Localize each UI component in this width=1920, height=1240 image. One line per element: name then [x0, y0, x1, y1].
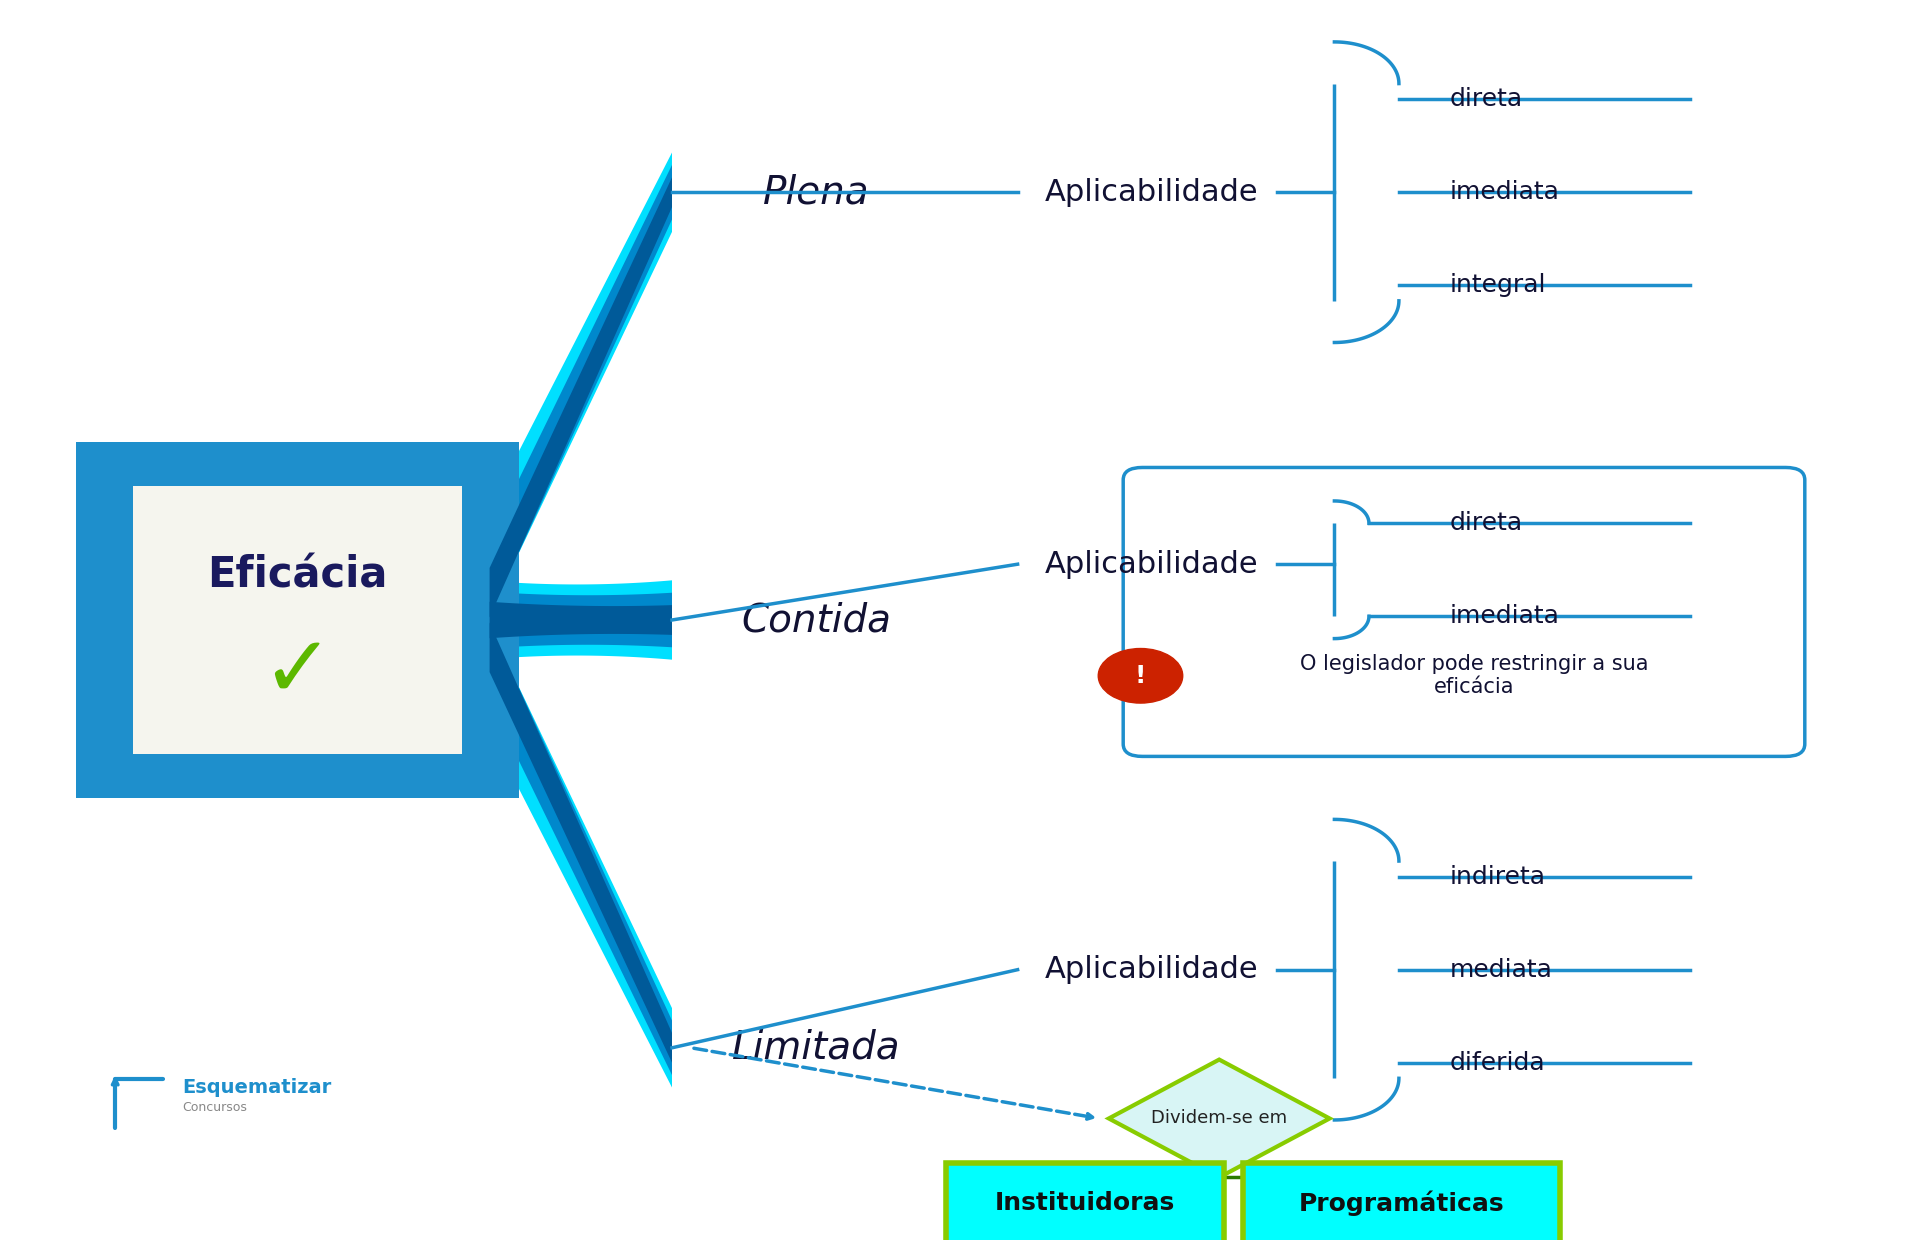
Circle shape	[1098, 649, 1183, 703]
FancyBboxPatch shape	[100, 454, 495, 786]
Polygon shape	[490, 177, 672, 618]
Text: Limitada: Limitada	[732, 1029, 900, 1066]
Text: Aplicabilidade: Aplicabilidade	[1044, 177, 1260, 207]
FancyBboxPatch shape	[1123, 467, 1805, 756]
FancyBboxPatch shape	[945, 1163, 1225, 1240]
Polygon shape	[490, 601, 672, 639]
Text: Dividem-se em: Dividem-se em	[1152, 1110, 1286, 1127]
Text: Concursos: Concursos	[182, 1101, 248, 1114]
FancyBboxPatch shape	[75, 443, 518, 797]
Polygon shape	[490, 591, 672, 649]
Text: diferida: diferida	[1450, 1050, 1546, 1075]
FancyBboxPatch shape	[132, 486, 461, 754]
Text: O legislador pode restringir a sua
eficácia: O legislador pode restringir a sua eficá…	[1300, 653, 1649, 697]
Text: Aplicabilidade: Aplicabilidade	[1044, 549, 1260, 579]
Text: Aplicabilidade: Aplicabilidade	[1044, 955, 1260, 985]
Text: Instituidoras: Instituidoras	[995, 1190, 1175, 1215]
Text: Programáticas: Programáticas	[1298, 1190, 1505, 1215]
Text: imediata: imediata	[1450, 180, 1559, 205]
Text: Contida: Contida	[741, 601, 891, 639]
Text: Eficácia: Eficácia	[207, 554, 388, 596]
FancyBboxPatch shape	[1242, 1163, 1559, 1240]
Polygon shape	[490, 622, 672, 1063]
Polygon shape	[490, 153, 672, 615]
Polygon shape	[1110, 1059, 1329, 1178]
Polygon shape	[490, 626, 672, 1087]
FancyBboxPatch shape	[75, 454, 518, 786]
Text: imediata: imediata	[1450, 604, 1559, 629]
Text: !: !	[1135, 663, 1146, 688]
Polygon shape	[490, 624, 672, 1075]
Text: ✓: ✓	[261, 632, 334, 715]
Text: direta: direta	[1450, 87, 1523, 112]
Text: mediata: mediata	[1450, 957, 1553, 982]
Text: Plena: Plena	[762, 174, 870, 211]
Text: direta: direta	[1450, 511, 1523, 536]
Text: indireta: indireta	[1450, 864, 1546, 889]
Polygon shape	[490, 165, 672, 616]
Polygon shape	[490, 580, 672, 660]
Text: Esquematizar: Esquematizar	[182, 1078, 332, 1097]
Text: integral: integral	[1450, 273, 1546, 298]
